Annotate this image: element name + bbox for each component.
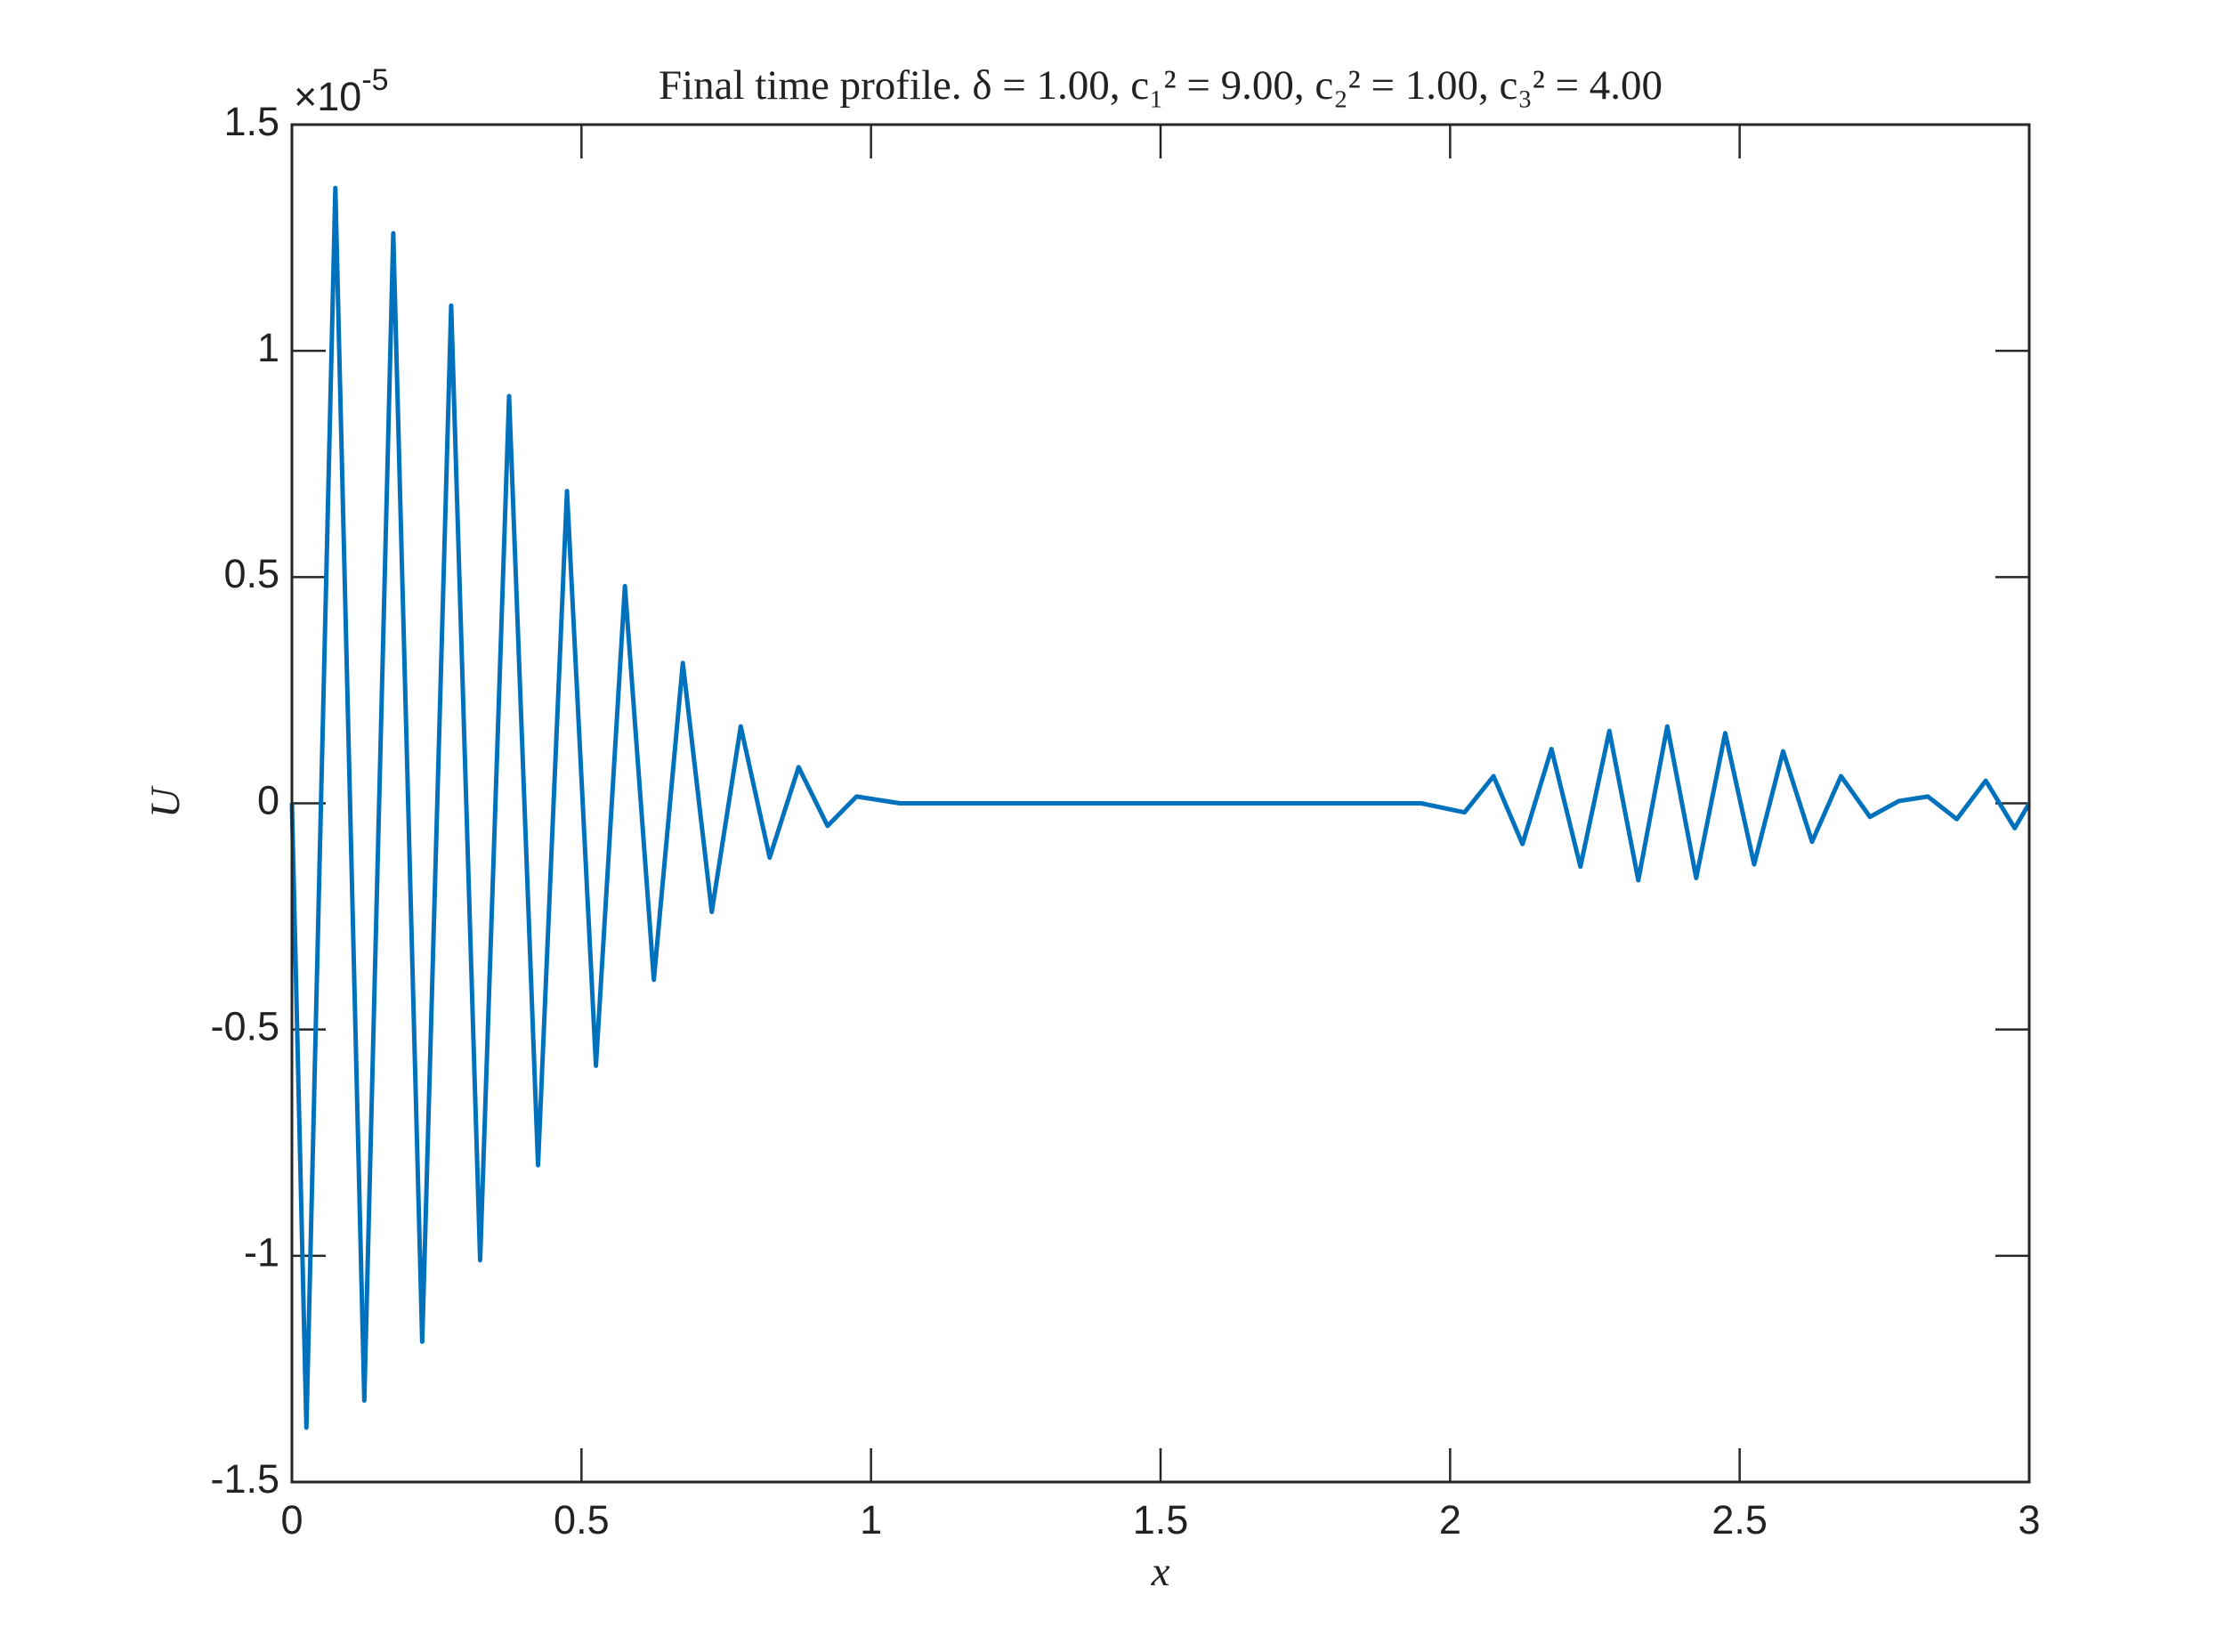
x-tick-label: 3 — [2018, 1497, 2040, 1543]
x-tick-label: 0.5 — [554, 1497, 610, 1543]
y-tick-label: 0 — [257, 777, 279, 822]
data-line — [289, 185, 2032, 1430]
y-tick-label: 1 — [257, 325, 279, 370]
y-multiplier: ×10-5 — [294, 63, 389, 119]
plot-frame — [290, 123, 2031, 1484]
y-multiplier-base: ×10 — [294, 74, 361, 119]
y-tick-label: -0.5 — [210, 1004, 279, 1049]
y-tick-label: 1.5 — [223, 99, 279, 144]
chart-title: Final time profile. δ = 1.00, c₁² = 9.00… — [659, 62, 1663, 109]
x-tick-label: 0 — [280, 1497, 303, 1543]
y-tick-label: -1.5 — [210, 1456, 279, 1502]
y-tick-label: -1 — [244, 1230, 279, 1275]
x-tick-label: 2 — [1439, 1497, 1461, 1543]
x-tick-label: 2.5 — [1711, 1497, 1768, 1543]
y-multiplier-exponent: -5 — [361, 63, 388, 97]
x-axis-label: x — [1151, 1549, 1170, 1595]
y-tick-label: 0.5 — [223, 551, 279, 596]
y-axis-label: U — [142, 785, 189, 818]
x-tick-label: 1 — [860, 1497, 882, 1543]
x-tick-label: 1.5 — [1133, 1497, 1189, 1543]
